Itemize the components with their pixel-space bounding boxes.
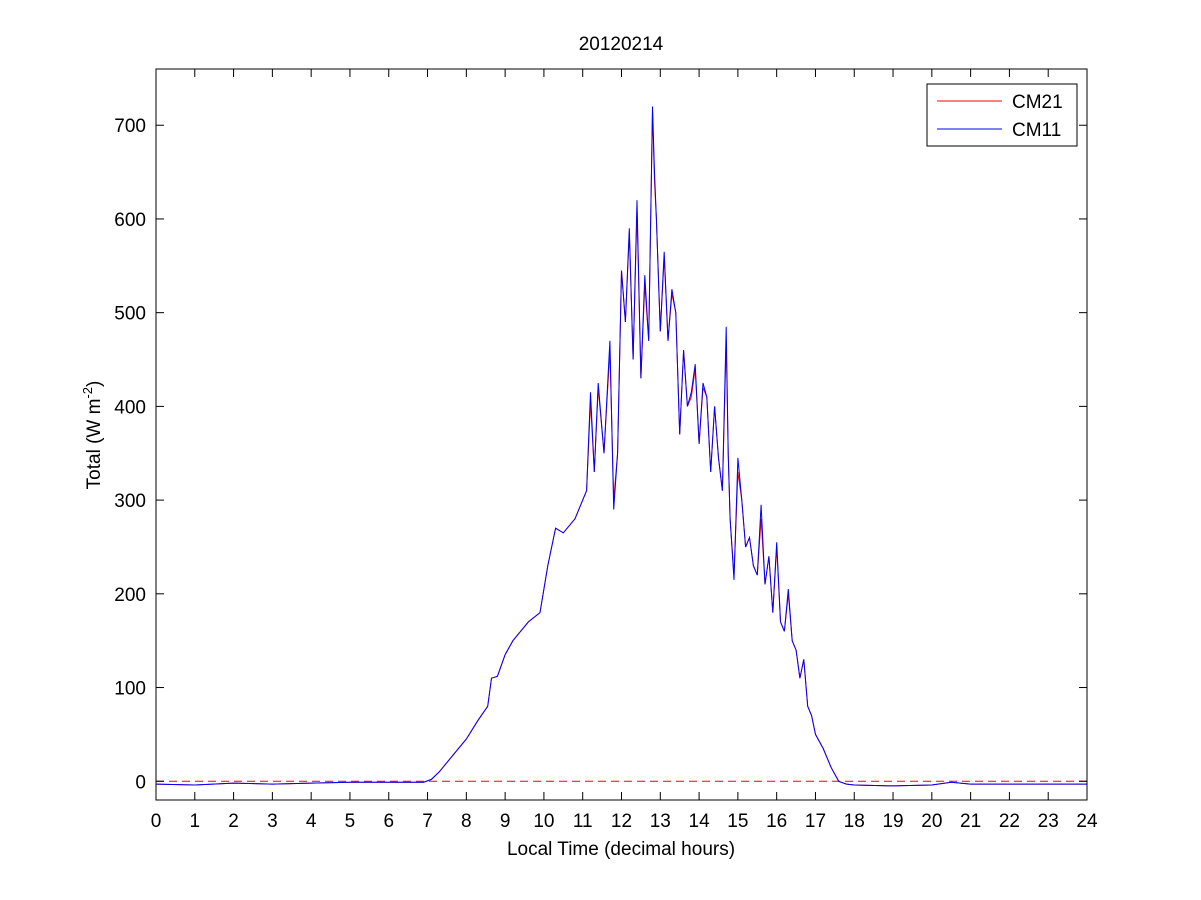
x-tick-label: 13 (650, 811, 671, 832)
x-tick-label: 12 (611, 811, 632, 832)
y-axis-label: Total (W m-2) (80, 381, 105, 490)
y-axis-label-tail: ) (84, 381, 105, 387)
plot-area (156, 69, 1087, 800)
x-tick-label: 9 (500, 811, 511, 832)
x-tick-label: 10 (533, 811, 554, 832)
y-tick-label: 700 (114, 116, 146, 137)
y-tick-label: 400 (114, 397, 146, 418)
x-tick-label: 22 (999, 811, 1020, 832)
x-tick-label: 16 (766, 811, 787, 832)
x-tick-label: 3 (267, 811, 278, 832)
x-tick-label: 6 (383, 811, 394, 832)
x-tick-label: 24 (1076, 811, 1098, 832)
y-tick-label: 100 (114, 679, 146, 700)
y-tick-label: 0 (135, 772, 146, 793)
legend-box (926, 83, 1078, 147)
legend-label-cm11: CM11 (1012, 120, 1061, 141)
x-tick-label: 20 (921, 811, 942, 832)
x-tick-label: 17 (805, 811, 826, 832)
chart-title: 20120214 (579, 34, 664, 55)
y-tick-label: 600 (114, 210, 146, 231)
y-tick-label: 200 (114, 585, 146, 606)
x-axis-label: Local Time (decimal hours) (507, 839, 735, 860)
y-tick-label: 300 (114, 491, 146, 512)
x-tick-label: 8 (461, 811, 472, 832)
x-tick-label: 11 (573, 811, 593, 832)
x-tick-label: 19 (882, 811, 903, 832)
x-tick-label: 5 (345, 811, 356, 832)
x-tick-label: 2 (228, 811, 239, 832)
y-axis-label-superscript: -2 (80, 387, 95, 399)
x-tick-label: 0 (151, 811, 162, 832)
x-tick-label: 23 (1038, 811, 1059, 832)
x-tick-label: 14 (689, 811, 711, 832)
y-axis-label-main: Total (W m (84, 399, 105, 490)
x-tick-label: 1 (190, 811, 201, 832)
x-tick-label: 18 (844, 811, 865, 832)
y-tick-label: 500 (114, 304, 146, 325)
legend: CM21 CM11 (926, 83, 1078, 147)
legend-label-cm21: CM21 (1012, 92, 1063, 113)
axes-layer: 0 1 2 3 4 5 6 7 8 9 10 11 12 13 14 15 16 17 18 19 20 21 22 23 24… (114, 68, 1098, 832)
x-tick-label: 21 (960, 811, 981, 832)
x-tick-label: 15 (727, 811, 748, 832)
x-tick-label: 7 (422, 811, 433, 832)
series-line-cm11 (155, 106, 1087, 787)
plot-background (156, 69, 1087, 800)
series-layer (155, 106, 1087, 787)
x-tick-label: 4 (306, 811, 317, 832)
